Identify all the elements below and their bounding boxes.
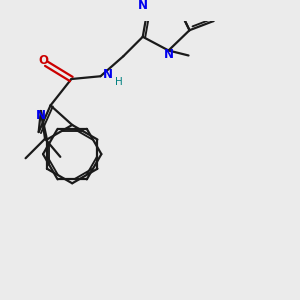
Text: O: O xyxy=(38,55,48,68)
Text: N: N xyxy=(138,0,148,12)
Text: H: H xyxy=(115,77,123,87)
Text: N: N xyxy=(36,110,46,122)
Text: N: N xyxy=(103,68,113,80)
Text: N: N xyxy=(164,48,174,61)
